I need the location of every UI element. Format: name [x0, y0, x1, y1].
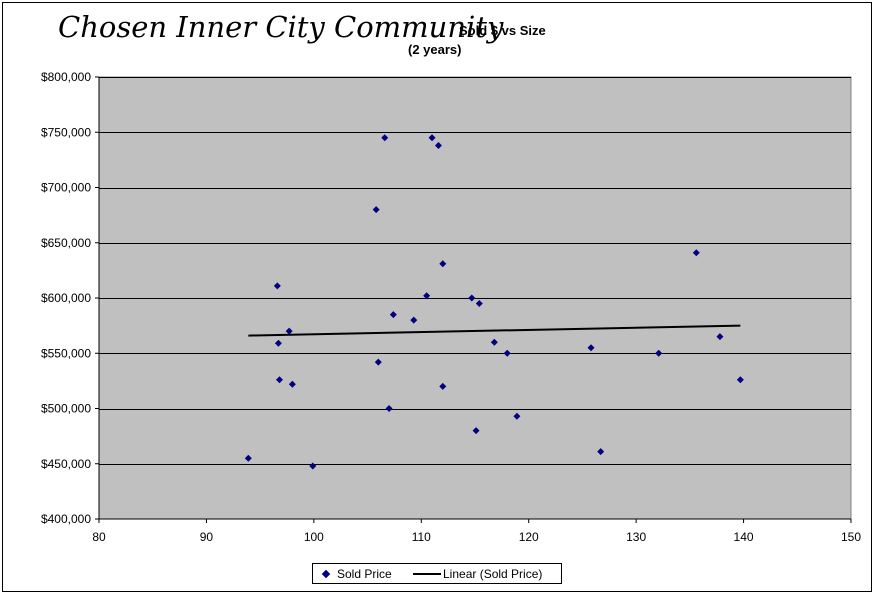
legend-item-sold-price: Sold Price [321, 567, 392, 581]
data-point [285, 327, 293, 335]
x-tick-label: 150 [841, 530, 861, 544]
data-point [244, 454, 252, 462]
diamond-marker-icon [321, 569, 331, 579]
y-tick-label: $650,000 [41, 236, 91, 250]
data-point [490, 338, 498, 346]
x-tick-label: 120 [519, 530, 539, 544]
data-point [503, 349, 511, 357]
data-point [274, 339, 282, 347]
y-tick-label: $800,000 [41, 70, 91, 84]
data-point [288, 380, 296, 388]
x-tick-label: 90 [200, 530, 214, 544]
data-point [587, 344, 595, 352]
chart-subtitle-period: (2 years) [408, 42, 462, 57]
gridlines [99, 77, 851, 465]
data-point [428, 134, 436, 142]
legend: Sold Price Linear (Sold Price) [312, 563, 562, 584]
line-marker-icon [413, 573, 441, 575]
data-points [244, 134, 744, 470]
data-point [472, 427, 480, 435]
chart-subtitle: Sold $ vs Size [459, 23, 546, 38]
trendline [248, 324, 741, 337]
x-tick-label: 130 [626, 530, 646, 544]
data-point [372, 206, 380, 214]
y-axis-ticks: $400,000 $450,000 $500,000 $550,000 $600,000… [41, 70, 99, 526]
legend-label-linear: Linear (Sold Price) [443, 567, 543, 581]
data-point [273, 282, 281, 290]
y-tick-label: $450,000 [41, 457, 91, 471]
data-point [385, 405, 393, 412]
data-point [692, 249, 700, 257]
y-tick-label: $400,000 [41, 512, 91, 526]
x-tick-label: 80 [92, 530, 106, 544]
data-point [410, 316, 418, 324]
x-axis-ticks: 80 90 100 110 120 130 140 150 [92, 519, 861, 544]
data-point [736, 376, 744, 384]
data-point [275, 376, 283, 384]
data-point [439, 260, 447, 268]
legend-label-sold-price: Sold Price [337, 567, 392, 581]
x-tick-label: 100 [304, 530, 324, 544]
data-point [513, 412, 521, 420]
y-tick-label: $550,000 [41, 346, 91, 360]
linear-trendline [248, 324, 741, 337]
data-point [468, 294, 476, 302]
data-point [597, 448, 605, 456]
y-tick-label: $500,000 [41, 402, 91, 416]
data-point [389, 311, 397, 319]
chart-title: Chosen Inner City Community [58, 10, 504, 44]
y-tick-label: $700,000 [41, 181, 91, 195]
data-point [381, 134, 389, 142]
data-point [309, 462, 317, 470]
data-point [655, 349, 663, 357]
data-point [434, 142, 442, 150]
x-tick-label: 110 [412, 530, 431, 544]
x-tick-label: 140 [734, 530, 754, 544]
data-point [374, 358, 382, 366]
data-point [423, 292, 431, 300]
data-point [475, 300, 483, 308]
legend-item-linear: Linear (Sold Price) [413, 567, 542, 581]
y-tick-label: $600,000 [41, 291, 91, 305]
data-point [439, 382, 447, 390]
y-tick-label: $750,000 [41, 125, 91, 139]
data-point [716, 333, 724, 341]
